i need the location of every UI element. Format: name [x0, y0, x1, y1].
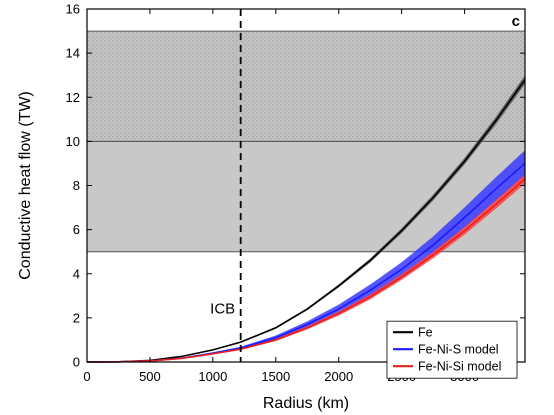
shaded-band-2	[87, 31, 525, 142]
x-tick-label: 0	[83, 369, 90, 384]
y-axis-title: Conductive heat flow (TW)	[17, 91, 34, 280]
y-tick-label: 2	[73, 310, 80, 325]
data-series	[86, 75, 526, 363]
legend-label-3: Fe-Ni-Si model	[418, 360, 501, 374]
panel-label: c	[512, 13, 520, 30]
legend-label-2: Fe-Ni-S model	[418, 343, 499, 357]
icb-annotation: ICB	[210, 300, 235, 317]
y-tick-label: 6	[73, 222, 80, 237]
legend-label-1: Fe	[418, 326, 433, 340]
y-tick-label: 4	[73, 266, 80, 281]
legend: Fe Fe-Ni-S model Fe-Ni-Si model	[386, 320, 518, 379]
x-axis-title: Radius (km)	[263, 395, 349, 412]
shaded-bands	[87, 30, 525, 253]
x-tick-label: 1500	[261, 369, 290, 384]
y-tick-label: 14	[66, 46, 80, 61]
x-tick-label: 2000	[324, 369, 353, 384]
y-tick-label: 8	[73, 178, 80, 193]
y-tick-label: 16	[66, 2, 80, 17]
y-tick-label: 12	[66, 90, 80, 105]
y-tick-label: 10	[66, 134, 80, 149]
x-tick-label: 1000	[198, 369, 227, 384]
x-tick-label: 500	[139, 369, 161, 384]
y-tick-label: 0	[73, 355, 80, 370]
